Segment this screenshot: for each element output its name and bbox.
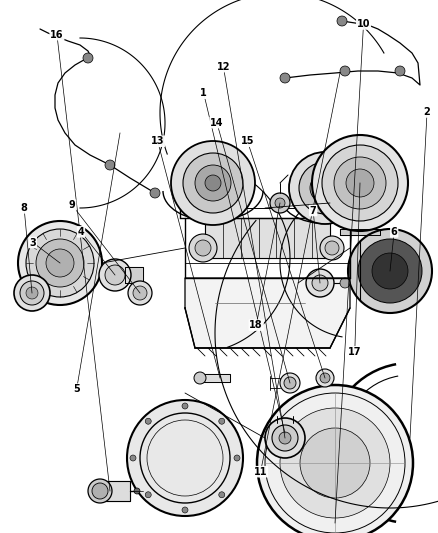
Circle shape [105, 160, 115, 170]
Circle shape [219, 418, 225, 424]
Circle shape [279, 432, 291, 444]
Polygon shape [102, 481, 130, 501]
Circle shape [36, 239, 84, 287]
Circle shape [340, 278, 350, 288]
Circle shape [316, 369, 334, 387]
Circle shape [130, 455, 136, 461]
Circle shape [205, 175, 221, 191]
Circle shape [234, 455, 240, 461]
Text: 18: 18 [249, 320, 263, 330]
Circle shape [145, 492, 151, 498]
Polygon shape [340, 229, 380, 235]
Circle shape [182, 403, 188, 409]
Circle shape [127, 400, 243, 516]
Circle shape [145, 418, 151, 424]
Circle shape [83, 53, 93, 63]
Circle shape [346, 169, 374, 197]
Circle shape [337, 16, 347, 26]
Polygon shape [205, 218, 330, 258]
Circle shape [26, 229, 94, 297]
Circle shape [280, 408, 390, 518]
Circle shape [219, 492, 225, 498]
Circle shape [284, 377, 296, 389]
Circle shape [133, 286, 147, 300]
Circle shape [320, 236, 344, 260]
Circle shape [150, 188, 160, 198]
Circle shape [195, 240, 211, 256]
Circle shape [310, 173, 340, 203]
Circle shape [280, 373, 300, 393]
Circle shape [270, 193, 290, 213]
Circle shape [280, 73, 290, 83]
Text: 4: 4 [78, 227, 85, 237]
Circle shape [189, 234, 217, 262]
Text: 10: 10 [357, 19, 370, 29]
Circle shape [322, 145, 398, 221]
Circle shape [318, 181, 332, 195]
Circle shape [372, 253, 408, 289]
Text: 7: 7 [310, 206, 317, 215]
Circle shape [299, 162, 351, 214]
Circle shape [325, 241, 339, 255]
Circle shape [300, 428, 370, 498]
Circle shape [358, 239, 422, 303]
Text: 16: 16 [50, 30, 64, 39]
Text: 1: 1 [200, 88, 207, 98]
Polygon shape [200, 374, 230, 382]
Text: 5: 5 [73, 384, 80, 394]
Circle shape [272, 425, 298, 451]
Text: 6: 6 [391, 227, 398, 237]
Circle shape [289, 152, 361, 224]
Circle shape [99, 259, 131, 291]
Circle shape [312, 275, 328, 291]
Circle shape [312, 135, 408, 231]
Circle shape [348, 229, 432, 313]
Circle shape [105, 265, 125, 285]
Text: 8: 8 [21, 203, 28, 213]
Circle shape [334, 157, 386, 209]
Circle shape [194, 372, 206, 384]
Circle shape [275, 198, 285, 208]
Polygon shape [125, 267, 143, 283]
Circle shape [183, 153, 243, 213]
Circle shape [18, 221, 102, 305]
Circle shape [182, 507, 188, 513]
Circle shape [92, 483, 108, 499]
Circle shape [171, 141, 255, 225]
Polygon shape [185, 278, 350, 348]
Text: 3: 3 [29, 238, 36, 247]
Circle shape [128, 281, 152, 305]
Circle shape [88, 479, 112, 503]
Circle shape [320, 373, 330, 383]
Text: 12: 12 [217, 62, 230, 71]
Circle shape [265, 418, 305, 458]
Text: 17: 17 [348, 347, 361, 357]
Text: 13: 13 [151, 136, 164, 146]
Circle shape [134, 488, 140, 494]
Circle shape [395, 66, 405, 76]
Text: 11: 11 [254, 467, 267, 477]
Text: 9: 9 [69, 200, 76, 210]
Text: 15: 15 [241, 136, 254, 146]
Circle shape [340, 66, 350, 76]
Circle shape [46, 249, 74, 277]
Circle shape [20, 281, 44, 305]
Text: 2: 2 [424, 107, 431, 117]
Circle shape [257, 385, 413, 533]
Text: 14: 14 [210, 118, 223, 127]
Circle shape [14, 275, 50, 311]
Circle shape [26, 287, 38, 299]
Circle shape [195, 165, 231, 201]
Circle shape [306, 269, 334, 297]
